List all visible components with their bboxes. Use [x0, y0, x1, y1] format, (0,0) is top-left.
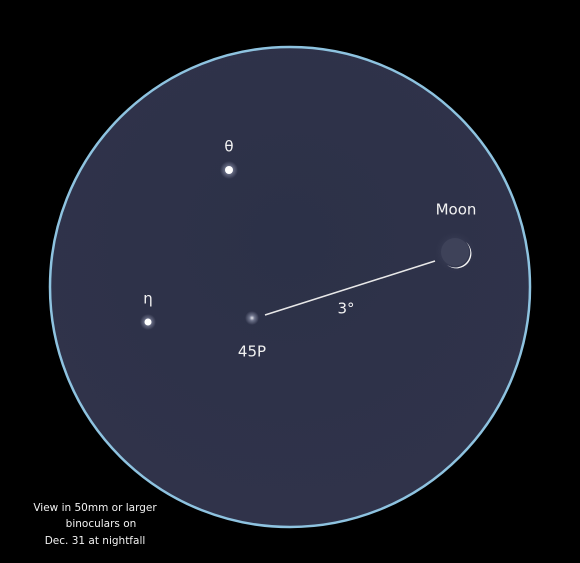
star-label: θ — [224, 138, 233, 156]
field-of-view — [50, 47, 530, 527]
caption-line: View in 50mm or larger — [33, 502, 157, 514]
star-theta — [225, 166, 233, 174]
page: θ η 45P 3° Moon View in 50mm or larger b… — [0, 0, 580, 563]
moon-disk — [441, 238, 469, 266]
star-label: η — [143, 290, 153, 308]
finder-chart: θ η 45P 3° Moon View in 50mm or larger b… — [0, 0, 580, 563]
caption-line: binoculars on — [66, 518, 137, 530]
star-eta — [145, 319, 152, 326]
comet — [245, 311, 259, 325]
caption-line: Dec. 31 at nightfall — [45, 535, 146, 547]
moon-label: Moon — [436, 201, 477, 219]
separation-label: 3° — [337, 300, 354, 318]
comet-label: 45P — [238, 343, 266, 361]
